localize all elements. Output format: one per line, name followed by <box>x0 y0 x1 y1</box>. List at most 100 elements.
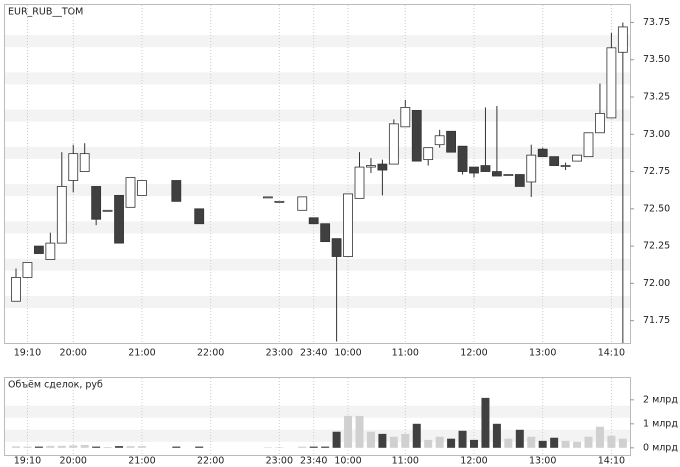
stripe <box>5 146 630 159</box>
volume-bar <box>595 426 604 448</box>
candle-body <box>34 245 44 254</box>
volume-bar <box>57 445 66 448</box>
candle-body <box>606 47 617 119</box>
candle-body <box>22 262 33 278</box>
y-tick-label: 72.75 <box>643 166 670 177</box>
candle-body <box>549 156 560 166</box>
volume-bar <box>80 444 89 448</box>
candle-body <box>308 217 319 225</box>
volume-bar <box>23 446 32 448</box>
volume-bar <box>344 415 353 448</box>
y-tick-label: 73.25 <box>643 92 670 103</box>
y-tick-label: 73.00 <box>643 129 670 140</box>
candle-body <box>434 135 445 146</box>
y-tick-label: 73.75 <box>643 17 670 28</box>
volume-bar <box>412 423 421 448</box>
candle-body <box>583 132 594 158</box>
x-tick-label: 23:40 <box>300 456 327 467</box>
x-tick-label: 11:00 <box>392 348 419 359</box>
x-tick-label: 22:00 <box>197 348 224 359</box>
volume-bar <box>504 438 513 448</box>
candle-body <box>171 180 182 202</box>
volume-bar <box>447 438 456 448</box>
candle-body <box>377 163 388 171</box>
candle-body <box>274 200 285 203</box>
volume-bar <box>115 446 124 448</box>
volume-bar <box>527 436 536 448</box>
candle-body <box>45 242 56 260</box>
volume-bar <box>126 446 135 448</box>
candle-body <box>102 209 113 212</box>
x-tick-label: 19:10 <box>14 348 41 359</box>
candle-body <box>68 153 79 181</box>
candle-body <box>400 107 411 128</box>
volume-bar <box>424 439 433 448</box>
volume-bar <box>618 438 627 448</box>
volume-bar <box>538 440 547 448</box>
volume-bar <box>366 431 375 448</box>
volume-bar <box>172 446 181 448</box>
stripe <box>5 109 630 122</box>
candle-body <box>114 194 124 244</box>
x-tick-label: 22:00 <box>197 456 224 467</box>
volume-bar <box>481 397 490 448</box>
candle-body <box>194 208 205 225</box>
y-tick-label: 1 млрд <box>643 418 678 429</box>
candle-body <box>457 145 468 172</box>
candle-body <box>11 276 21 302</box>
x-tick-label: 21:00 <box>128 348 155 359</box>
candle-body <box>537 148 548 158</box>
candle-body <box>491 171 502 177</box>
stripe <box>5 258 630 271</box>
volume-bar <box>550 437 559 448</box>
x-tick-label: 23:00 <box>266 456 293 467</box>
stripe <box>5 35 630 48</box>
x-tick-label: 20:00 <box>60 348 87 359</box>
x-tick-label: 13:00 <box>529 456 556 467</box>
volume-bar <box>584 436 593 448</box>
candle-body <box>514 174 525 187</box>
candle-body <box>411 110 422 162</box>
volume-bar <box>309 446 318 448</box>
volume-bar <box>573 441 582 448</box>
x-tick-label: 10:00 <box>334 456 361 467</box>
stripe <box>5 429 630 442</box>
candle-body <box>320 223 331 243</box>
candle-body <box>388 123 399 165</box>
volume-bar <box>389 436 398 448</box>
y-tick-label: 73.50 <box>643 54 670 65</box>
volume-bar <box>69 445 78 448</box>
volume-bar <box>12 446 20 448</box>
volume-bar <box>458 430 467 448</box>
volume-bar <box>492 423 501 448</box>
x-tick-label: 14:10 <box>598 348 625 359</box>
volume-bar <box>46 445 55 448</box>
y-tick-label: 2 млрд <box>643 394 678 405</box>
stripe <box>5 405 630 418</box>
x-tick-label: 23:00 <box>266 348 293 359</box>
y-tick-label: 72.00 <box>643 278 670 289</box>
candle-body <box>572 154 582 162</box>
volume-bar <box>470 439 478 448</box>
stripe <box>5 296 630 308</box>
volume-bar <box>332 431 341 448</box>
volume-bar <box>607 435 616 448</box>
x-tick-label: 13:00 <box>529 348 556 359</box>
stripe <box>5 184 630 197</box>
x-tick-label: 19:10 <box>14 456 41 467</box>
volume-bar <box>435 436 444 448</box>
candle-body <box>526 154 537 183</box>
candle-body <box>366 165 376 168</box>
candle-body <box>446 130 457 153</box>
candle-body <box>423 147 434 161</box>
x-tick-label: 23:40 <box>300 348 327 359</box>
candle-body <box>560 165 571 167</box>
candle-body <box>56 186 67 244</box>
x-tick-label: 12:00 <box>460 456 487 467</box>
volume-bar <box>195 446 204 448</box>
candle-body <box>262 196 273 199</box>
x-tick-label: 20:00 <box>60 456 87 467</box>
volume-bar <box>515 429 524 448</box>
volume-bar <box>103 447 112 448</box>
